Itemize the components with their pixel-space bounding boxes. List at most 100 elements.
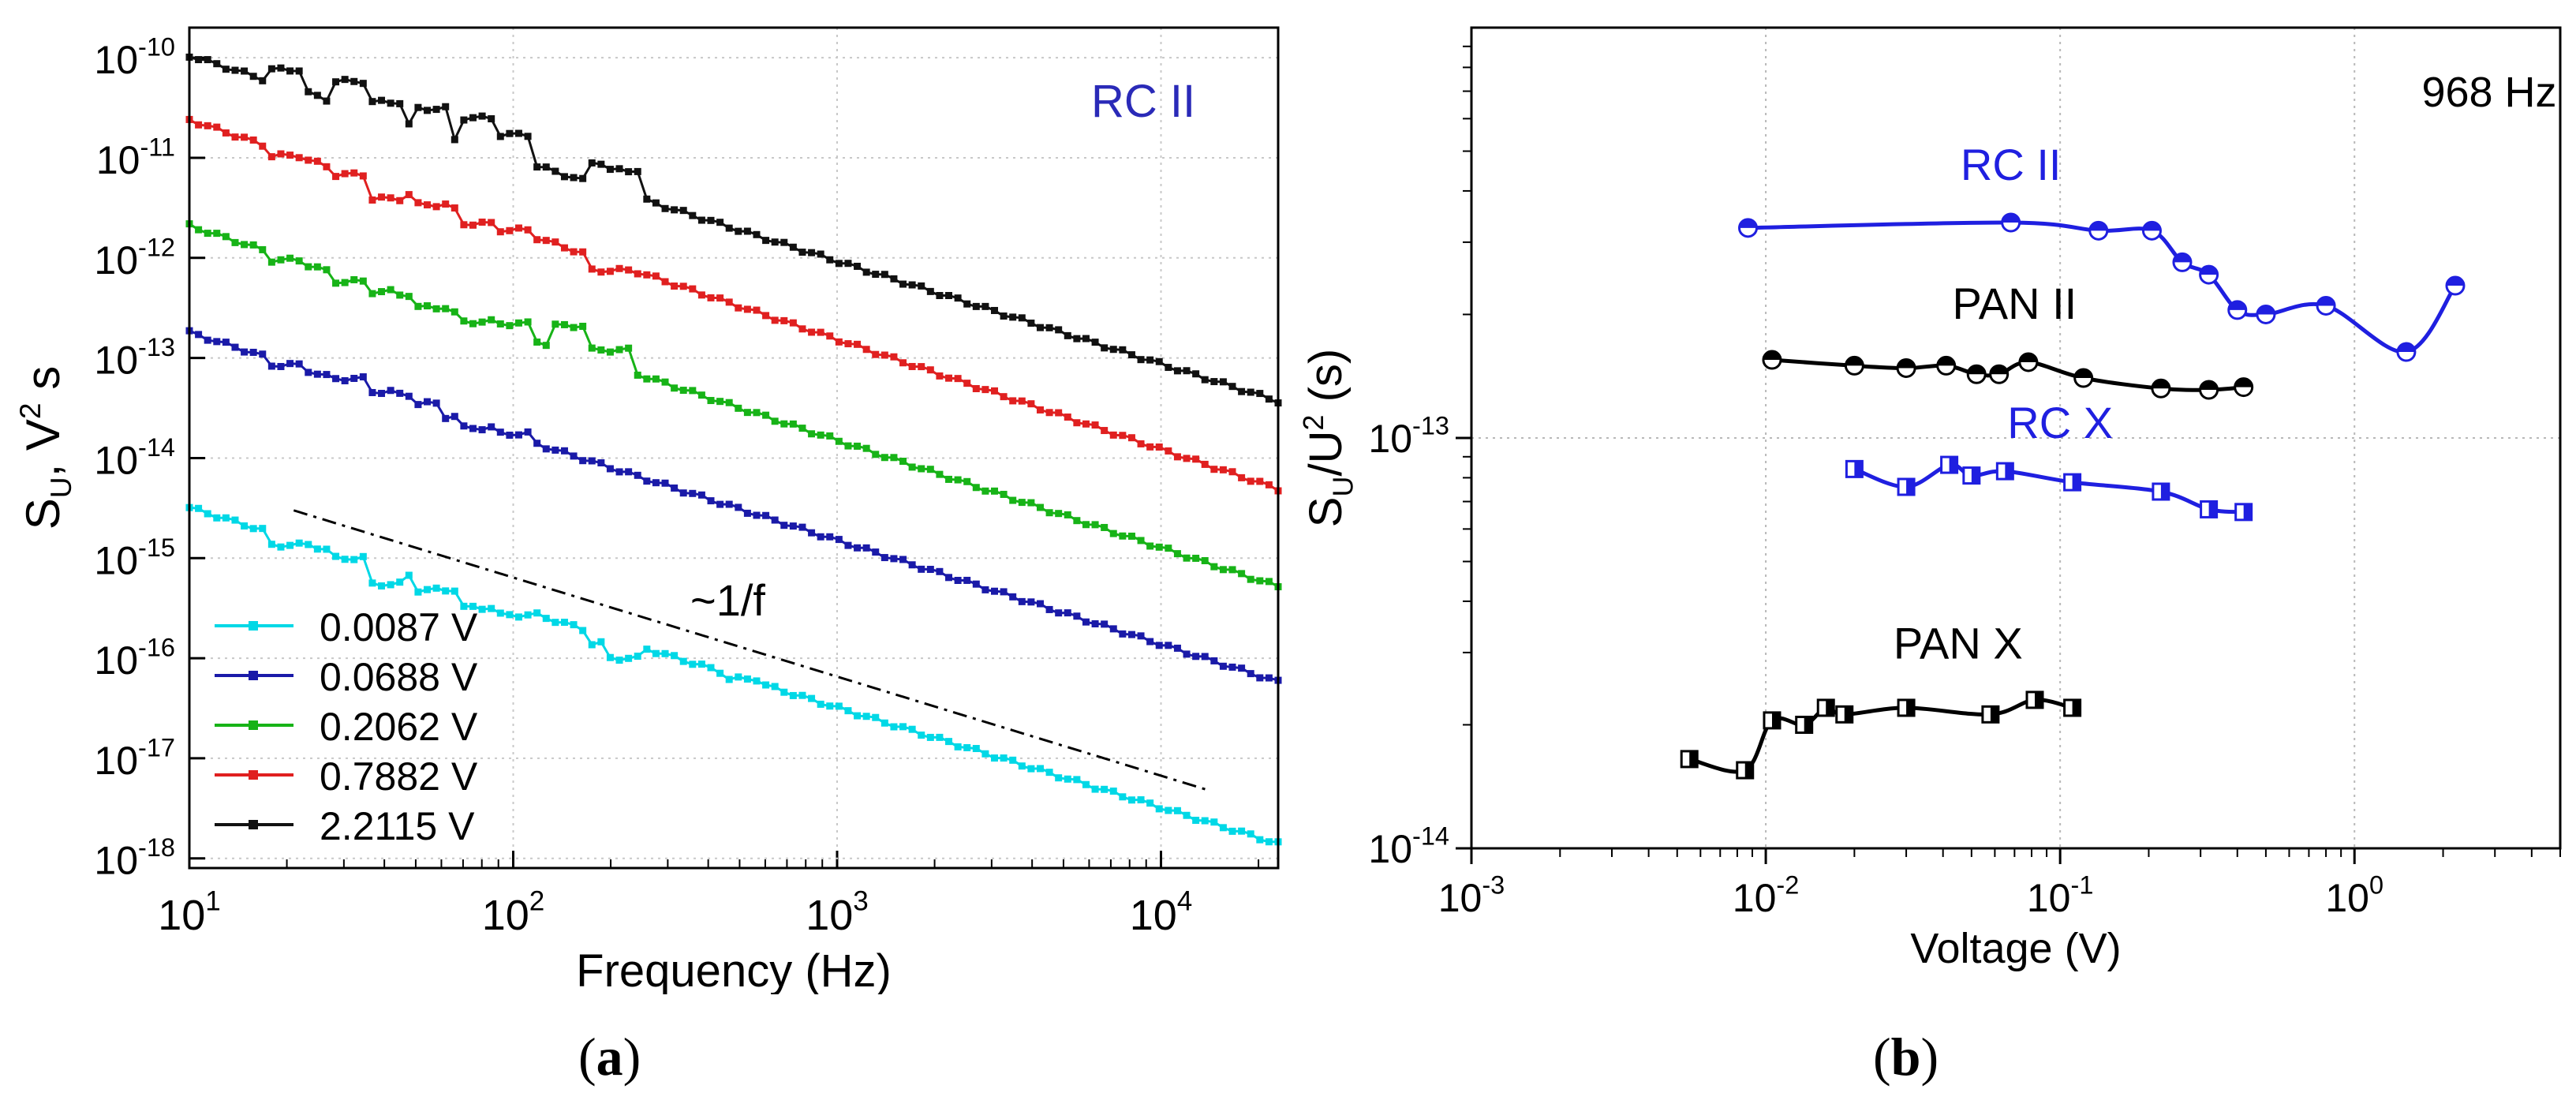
data-point-a	[652, 479, 660, 487]
data-point-a	[936, 372, 944, 380]
data-point-a	[1064, 511, 1071, 518]
data-point-a	[1247, 477, 1254, 485]
data-point-a	[359, 172, 367, 180]
data-point-a	[643, 375, 651, 383]
data-point-b-fill	[2228, 301, 2246, 310]
tick-label-y-a: 10-10	[94, 33, 175, 83]
data-point-a	[1055, 510, 1063, 518]
data-point-a	[551, 167, 559, 175]
data-point-a	[579, 174, 587, 182]
data-point-a	[524, 428, 532, 436]
data-point-a	[1173, 550, 1181, 558]
data-point-a	[414, 199, 422, 207]
data-point-a	[890, 275, 898, 283]
data-point-a	[295, 539, 303, 547]
data-point-a	[707, 497, 715, 505]
data-point-a	[918, 732, 925, 739]
data-point-a	[424, 302, 432, 310]
data-point-a	[277, 543, 285, 551]
data-point-a	[625, 344, 633, 352]
data-point-a	[341, 376, 349, 384]
data-point-a	[643, 477, 651, 485]
data-point-a	[1256, 836, 1264, 844]
data-point-a	[936, 733, 944, 741]
data-point-a	[368, 388, 376, 396]
data-point-a	[1183, 455, 1191, 462]
data-point-a	[396, 99, 404, 107]
data-point-a	[1256, 577, 1264, 585]
data-point-a	[368, 579, 376, 587]
data-point-a	[606, 653, 614, 661]
data-point-a	[1219, 378, 1227, 386]
data-point-b-fill	[2200, 266, 2218, 275]
data-point-a	[1027, 765, 1035, 773]
data-point-a	[496, 133, 504, 140]
tick-label-x-b: 10-3	[1438, 871, 1505, 921]
y-axis-label-a: SU, V2 s	[13, 366, 77, 530]
data-point-a	[634, 471, 641, 479]
data-point-a	[597, 268, 605, 276]
data-point-a	[625, 468, 633, 476]
data-point-a	[725, 500, 733, 508]
data-point-a	[579, 248, 587, 256]
data-point-a	[469, 221, 477, 229]
data-point-a	[991, 387, 999, 395]
data-point-a	[451, 308, 458, 316]
data-point-a	[1018, 499, 1026, 507]
data-point-b-fill	[1971, 467, 1980, 484]
data-point-a	[798, 425, 806, 432]
data-point-a	[872, 271, 880, 279]
data-point-a	[506, 129, 514, 137]
data-point-b-fill	[1897, 359, 1916, 369]
data-point-a	[514, 613, 522, 621]
data-point-b-fill	[2072, 699, 2081, 716]
data-point-a	[926, 566, 934, 574]
data-point-a	[1073, 517, 1081, 525]
data-point-a	[1192, 370, 1200, 378]
data-point-a	[286, 541, 294, 549]
data-point-a	[213, 123, 221, 131]
data-point-a	[671, 652, 679, 660]
data-point-a	[1009, 496, 1017, 504]
data-point-a	[597, 160, 605, 168]
data-point-a	[1265, 578, 1273, 586]
series-markers-b-1	[1762, 350, 2254, 400]
data-point-a	[1082, 521, 1090, 529]
data-point-a	[1247, 830, 1254, 838]
data-point-a	[872, 713, 880, 721]
data-point-a	[615, 657, 623, 664]
data-point-a	[789, 319, 797, 327]
data-point-a	[753, 230, 761, 238]
data-point-a	[1009, 397, 1017, 405]
data-point-a	[991, 587, 999, 595]
data-point-a	[1091, 521, 1099, 529]
data-point-a	[725, 224, 733, 232]
data-point-a	[195, 226, 203, 234]
data-point-a	[643, 271, 651, 279]
data-point-a	[954, 743, 962, 750]
data-point-a	[1009, 313, 1017, 321]
data-point-a	[222, 514, 230, 522]
data-point-a	[533, 236, 541, 244]
data-point-a	[1009, 756, 1017, 764]
data-point-a	[1073, 335, 1081, 342]
data-point-a	[844, 442, 852, 450]
data-point-a	[826, 702, 834, 710]
data-point-a	[231, 516, 239, 524]
data-point-a	[1045, 509, 1053, 517]
data-point-a	[735, 227, 742, 235]
data-point-a	[643, 195, 651, 203]
data-point-b-fill	[2208, 501, 2217, 518]
data-point-a	[424, 586, 432, 593]
legend-a: 0.0087 V 0.0688 V 0.2062 V 0.7882 V 2.2115 V	[215, 605, 478, 848]
data-point-a	[432, 203, 440, 211]
data-point-a	[1109, 346, 1117, 354]
data-point-a	[1165, 447, 1172, 455]
data-point-a	[735, 404, 742, 412]
data-point-b-fill	[1845, 357, 1864, 366]
series-markers-b-3	[1680, 690, 2082, 780]
data-point-a	[1265, 395, 1273, 403]
x-axis-label-b: Voltage (V)	[1910, 925, 2121, 972]
data-point-a	[661, 204, 669, 212]
